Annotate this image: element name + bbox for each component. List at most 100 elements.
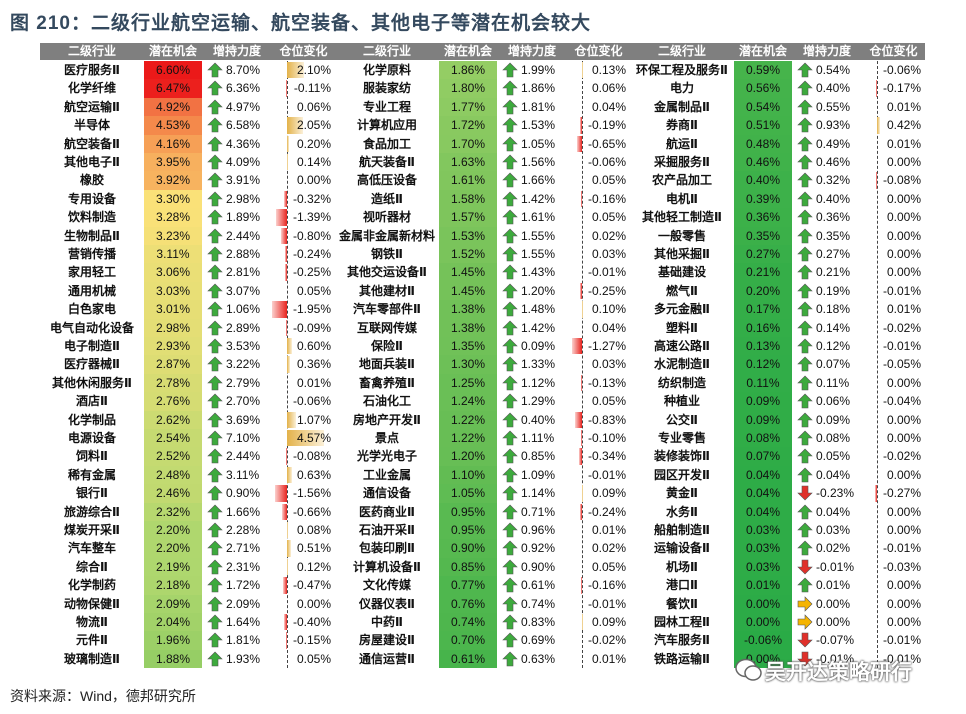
opportunity-heat	[144, 263, 202, 282]
opportunity-heat	[439, 465, 497, 485]
opportunity-heat	[144, 97, 202, 117]
increase-value: 0.09%	[816, 412, 851, 427]
opportunity-heat	[734, 576, 792, 595]
opportunity-heat	[439, 392, 497, 411]
change-value: -0.16%	[587, 578, 626, 593]
axis-line	[582, 61, 583, 669]
trend-arrow	[502, 430, 518, 446]
opportunity-value: 2.20%	[155, 523, 191, 537]
arrow-shape	[797, 320, 813, 335]
opportunity-value: 1.61%	[450, 173, 486, 188]
arrow-shape	[797, 485, 813, 501]
arrow-shape	[207, 191, 223, 207]
industry-name: 园林工程Ⅱ	[654, 615, 710, 629]
trend-arrow	[207, 485, 223, 501]
opportunity-heat	[439, 263, 497, 282]
trend-arrow	[797, 228, 813, 243]
increase-value: 2.44%	[226, 228, 261, 243]
trend-arrow	[502, 338, 518, 354]
change-value: 0.09%	[591, 486, 626, 501]
arrow-shape	[797, 375, 813, 391]
opportunity-value: 0.04%	[745, 467, 781, 482]
opportunity-heat	[144, 337, 202, 356]
change-value: -0.01%	[882, 633, 921, 648]
increase-value: 1.33%	[521, 357, 556, 372]
arrow-shape	[502, 522, 518, 538]
increase-value: 1.55%	[521, 247, 556, 261]
industry-name: 专业工程	[362, 99, 411, 114]
change-value: -0.04%	[882, 394, 921, 409]
opportunity-heat	[144, 153, 202, 172]
industry-name: 农产品加工	[651, 173, 712, 188]
increase-value: 3.22%	[226, 357, 261, 372]
arrow-shape	[797, 228, 813, 243]
arrow-shape	[797, 540, 813, 556]
header-cell: 仓位变化	[272, 43, 335, 60]
industry-name: 铁路运输Ⅱ	[654, 651, 710, 666]
arrow-shape	[797, 136, 813, 151]
change-value: 0.00%	[886, 596, 921, 611]
opportunity-heat	[439, 189, 497, 209]
change-bar	[582, 62, 584, 79]
change-value: 0.05%	[591, 210, 626, 225]
header-cell: 二级行业	[40, 43, 144, 60]
opportunity-value: 2.87%	[155, 357, 191, 372]
industry-name: 港口Ⅱ	[666, 578, 698, 593]
industry-name: 家用轻工	[67, 265, 116, 280]
header-cell: 增持力度	[497, 43, 567, 60]
trend-arrow	[207, 191, 223, 207]
change-value: 0.00%	[886, 412, 921, 427]
change-value: 0.03%	[591, 247, 626, 261]
increase-value: 0.19%	[816, 283, 851, 298]
opportunity-heat	[439, 97, 497, 117]
industry-name: 白色家电	[67, 302, 116, 317]
change-value: -0.08%	[882, 173, 921, 188]
increase-value: 4.09%	[226, 155, 261, 169]
opportunity-heat	[144, 410, 202, 429]
opportunity-value: 3.30%	[155, 191, 191, 206]
trend-arrow	[502, 632, 518, 648]
industry-name: 保险Ⅱ	[371, 339, 403, 353]
opportunity-value: 1.45%	[450, 265, 486, 280]
opportunity-value: 1.22%	[450, 431, 486, 445]
opportunity-heat	[144, 502, 202, 521]
opportunity-heat	[439, 116, 497, 135]
trend-arrow	[207, 559, 223, 575]
opportunity-value: 2.46%	[155, 486, 191, 501]
trend-arrow	[502, 283, 518, 299]
industry-name: 化学制药	[67, 578, 116, 593]
change-bar	[287, 466, 293, 484]
header-cell: 潜在机会	[144, 43, 202, 60]
arrow-shape	[797, 356, 813, 372]
change-value: 0.05%	[296, 651, 331, 666]
trend-arrow	[207, 467, 223, 483]
opportunity-value: 1.38%	[450, 320, 486, 335]
industry-name: 专业零售	[657, 431, 706, 445]
change-value: 0.05%	[591, 173, 626, 188]
opportunity-value: 1.80%	[450, 81, 486, 96]
trend-arrow	[207, 320, 223, 335]
increase-value: 3.07%	[226, 283, 261, 298]
increase-value: 0.93%	[816, 118, 851, 133]
trend-arrow	[502, 228, 518, 243]
industry-name: 航运Ⅱ	[666, 136, 698, 151]
increase-value: 1.66%	[521, 173, 556, 188]
opportunity-value: 0.00%	[745, 615, 781, 629]
opportunity-value: 1.88%	[155, 651, 191, 666]
change-value: -1.95%	[292, 302, 331, 317]
trend-arrow	[797, 540, 813, 556]
opportunity-heat	[439, 649, 497, 669]
change-value: 0.01%	[886, 136, 921, 151]
opportunity-heat	[734, 245, 792, 264]
opportunity-value: 6.47%	[155, 81, 191, 96]
increase-value: 1.06%	[226, 302, 261, 317]
opportunity-value: 2.76%	[155, 394, 191, 409]
opportunity-value: 0.03%	[745, 541, 781, 556]
trend-arrow	[207, 301, 223, 317]
trend-arrow	[797, 633, 813, 648]
opportunity-heat	[144, 300, 202, 319]
arrow-shape	[502, 596, 518, 611]
trend-arrow	[797, 430, 813, 446]
trend-arrow	[502, 596, 518, 611]
change-value: 0.36%	[296, 357, 331, 372]
